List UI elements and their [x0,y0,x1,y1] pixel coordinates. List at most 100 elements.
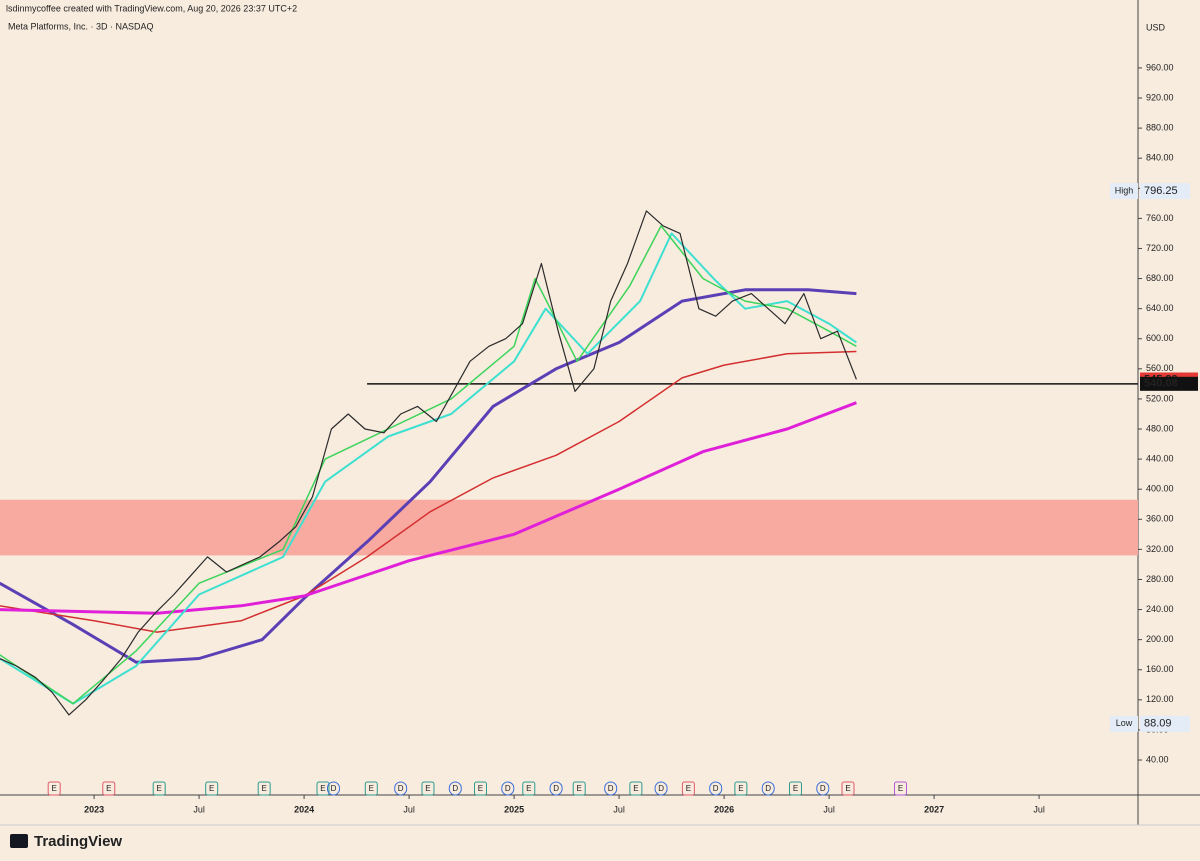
event-marker: D [448,781,462,796]
event-marker: E [47,781,61,796]
event-badge [604,781,618,796]
event-marker: E [421,781,435,796]
x-tick-label: 2024 [294,804,314,814]
event-badge [841,781,855,796]
event-badge [709,781,723,796]
event-badge [421,781,435,796]
high-name: High [1115,185,1134,195]
event-badge [549,781,563,796]
x-tick-label: Jul [613,804,625,814]
event-marker: E [364,781,378,796]
event-label: D [505,784,511,793]
event-marker: D [654,781,668,796]
low-value: 88.09 [1144,718,1172,730]
event-marker: D [816,781,830,796]
brand-logo: TradingView [10,833,122,850]
y-tick-label: 760.00 [1146,213,1174,223]
hline-label-box [1140,376,1198,391]
event-label: E [577,784,582,793]
y-tick-label: 360.00 [1146,514,1174,524]
y-tick-label: 280.00 [1146,574,1174,584]
event-marker: E [788,781,802,796]
event-marker: E [734,781,748,796]
event-badge [788,781,802,796]
chart-title: Meta Platforms, Inc. · 3D · NASDAQ [8,21,154,31]
event-marker: D [326,781,340,796]
event-badge [816,781,830,796]
zone [0,499,1138,556]
event-badge [761,781,775,796]
event-label: D [658,784,664,793]
high-name-box [1110,183,1138,200]
y-tick-label: 600.00 [1146,333,1174,343]
y-tick-label: 640.00 [1146,303,1174,313]
event-label: D [820,784,826,793]
series-line [0,225,857,705]
event-marker: D [501,781,515,796]
event-label: E [106,784,111,793]
event-marker: E [629,781,643,796]
y-tick-label: 960.00 [1146,62,1174,72]
event-badge [394,781,408,796]
y-tick-label: 160.00 [1146,664,1174,674]
event-badge [629,781,643,796]
y-tick-label: 440.00 [1146,453,1174,463]
event-marker: E [473,781,487,796]
event-label: D [398,784,404,793]
event-marker: E [316,781,330,796]
series-line [0,401,857,615]
event-label: D [452,784,458,793]
event-marker: D [394,781,408,796]
y-tick-label: 920.00 [1146,92,1174,102]
event-label: E [738,784,743,793]
event-label: E [686,784,691,793]
event-label: D [553,784,559,793]
low-value-box [1140,715,1190,732]
event-badge [102,781,116,796]
event-badge [734,781,748,796]
event-label: D [331,784,337,793]
event-label: D [608,784,614,793]
x-tick-label: Jul [1033,804,1045,814]
event-badge [654,781,668,796]
event-label: E [369,784,374,793]
event-badge [681,781,695,796]
event-label: D [713,784,719,793]
event-marker: E [152,781,166,796]
event-label: E [898,784,903,793]
y-tick-label: 880.00 [1146,122,1174,132]
event-badge [326,781,340,796]
series-line [0,288,857,664]
y-tick-label: 240.00 [1146,604,1174,614]
x-tick-label: Jul [193,804,205,814]
logo-mark [10,834,28,848]
x-tick-label: Jul [823,804,835,814]
y-tick-label: 480.00 [1146,423,1174,433]
event-marker: D [761,781,775,796]
event-marker: E [205,781,219,796]
event-badge [522,781,536,796]
hline-label: 540.08 [1144,378,1178,390]
event-label: D [765,784,771,793]
event-label: E [526,784,531,793]
event-label: E [262,784,267,793]
event-marker: E [572,781,586,796]
event-label: E [320,784,325,793]
event-badge [501,781,515,796]
event-marker: D [709,781,723,796]
event-label: E [793,784,798,793]
event-marker: E [893,781,907,796]
event-label: E [845,784,850,793]
high-value: 796.25 [1144,185,1178,197]
event-label: E [478,784,483,793]
event-badge [205,781,219,796]
event-marker: D [604,781,618,796]
event-badge [893,781,907,796]
low-name: Low [1116,718,1133,728]
event-label: E [52,784,57,793]
event-marker: E [841,781,855,796]
high-value-box [1140,183,1190,200]
low-name-box [1110,715,1138,732]
event-badge [364,781,378,796]
